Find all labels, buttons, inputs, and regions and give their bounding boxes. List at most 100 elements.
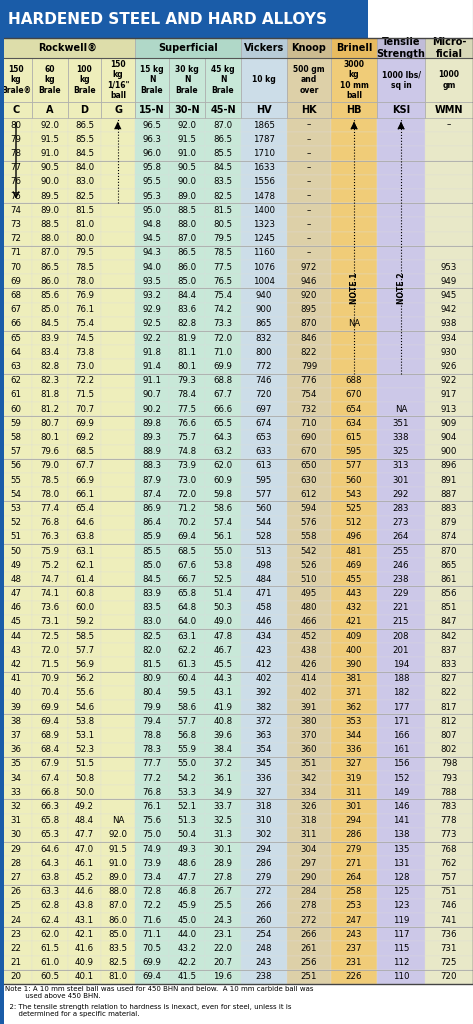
Text: 128: 128 [393, 873, 409, 882]
Bar [331, 58, 377, 102]
Text: 48.4: 48.4 [75, 816, 94, 825]
Bar [287, 416, 331, 430]
Text: 93.5: 93.5 [142, 276, 161, 286]
Text: 73.0: 73.0 [75, 361, 94, 371]
Text: 83.9: 83.9 [142, 589, 161, 598]
Bar [241, 827, 287, 842]
Bar [287, 601, 331, 614]
Text: 284: 284 [301, 887, 317, 896]
Bar [331, 629, 377, 643]
Bar [287, 203, 331, 217]
Text: 56.2: 56.2 [75, 674, 94, 683]
Text: 63.8: 63.8 [40, 873, 60, 882]
Bar [68, 102, 101, 118]
Text: 62.4: 62.4 [40, 915, 60, 925]
Text: 1000
gm: 1000 gm [438, 71, 459, 90]
Bar [169, 614, 205, 629]
Text: –: – [307, 163, 311, 172]
Bar [0, 742, 32, 757]
Bar [331, 161, 377, 175]
Bar [205, 459, 241, 473]
Bar [169, 430, 205, 444]
Bar [377, 444, 425, 459]
Bar [32, 643, 68, 657]
Bar [135, 316, 169, 331]
Bar [68, 246, 101, 260]
Bar [0, 416, 32, 430]
Text: 90.2: 90.2 [142, 404, 161, 414]
Bar [68, 58, 101, 102]
Text: 40.8: 40.8 [213, 717, 233, 726]
Bar [287, 899, 331, 913]
Bar [241, 416, 287, 430]
Bar [331, 643, 377, 657]
Text: 70.5: 70.5 [142, 944, 162, 953]
Bar [169, 302, 205, 316]
Bar [169, 827, 205, 842]
Text: WMN: WMN [435, 105, 463, 115]
Bar [101, 132, 135, 146]
Text: 27.8: 27.8 [213, 873, 233, 882]
Text: 82.5: 82.5 [213, 191, 233, 201]
Text: 68.5: 68.5 [75, 447, 94, 456]
Text: 1004: 1004 [253, 276, 275, 286]
Bar [68, 331, 101, 345]
Text: 80.7: 80.7 [40, 419, 60, 428]
Text: 847: 847 [441, 617, 457, 627]
Text: 86.5: 86.5 [213, 135, 233, 143]
Text: Tensile
Strength: Tensile Strength [377, 37, 425, 58]
Bar [331, 302, 377, 316]
Text: –: – [307, 249, 311, 257]
Bar [377, 374, 425, 388]
Bar [241, 544, 287, 558]
Text: 325: 325 [393, 447, 409, 456]
Bar [68, 274, 101, 289]
Text: 54.2: 54.2 [177, 774, 197, 782]
Bar [377, 459, 425, 473]
Text: 802: 802 [441, 745, 457, 755]
Bar [101, 274, 135, 289]
Text: 24: 24 [10, 915, 21, 925]
Text: 68: 68 [10, 291, 21, 300]
Text: 318: 318 [256, 802, 272, 811]
Bar [287, 175, 331, 189]
Text: 45.2: 45.2 [75, 873, 94, 882]
Text: 75.4: 75.4 [75, 319, 94, 329]
Text: 41.6: 41.6 [75, 944, 94, 953]
Bar [241, 955, 287, 970]
Text: 32.5: 32.5 [213, 816, 233, 825]
Text: 81.9: 81.9 [177, 334, 196, 343]
Bar [32, 161, 68, 175]
Text: 513: 513 [256, 547, 272, 555]
Text: 53: 53 [10, 504, 21, 513]
Text: 412: 412 [256, 660, 272, 669]
Text: 30: 30 [10, 830, 21, 840]
Text: 421: 421 [346, 617, 362, 627]
Bar [241, 345, 287, 359]
Text: 96.3: 96.3 [142, 135, 161, 143]
Bar [135, 970, 169, 984]
Text: 79.3: 79.3 [177, 376, 196, 385]
Text: 286: 286 [346, 830, 362, 840]
Text: 152: 152 [393, 774, 409, 782]
Text: NOTE 1: NOTE 1 [350, 272, 359, 304]
Bar [101, 374, 135, 388]
Text: 20.7: 20.7 [213, 958, 233, 968]
Text: 560: 560 [256, 504, 272, 513]
Text: 171: 171 [393, 717, 409, 726]
Text: 96.0: 96.0 [142, 148, 161, 158]
Bar [101, 870, 135, 885]
Bar [101, 331, 135, 345]
Bar [68, 175, 101, 189]
Text: 81.0: 81.0 [75, 220, 94, 229]
Bar [377, 955, 425, 970]
Text: 248: 248 [256, 944, 272, 953]
Text: 89.8: 89.8 [142, 419, 161, 428]
Bar [205, 856, 241, 870]
Bar [68, 672, 101, 686]
Bar [331, 700, 377, 715]
Text: 59.2: 59.2 [75, 617, 94, 627]
Bar [135, 374, 169, 388]
Text: 91.0: 91.0 [41, 148, 60, 158]
Bar [32, 927, 68, 941]
